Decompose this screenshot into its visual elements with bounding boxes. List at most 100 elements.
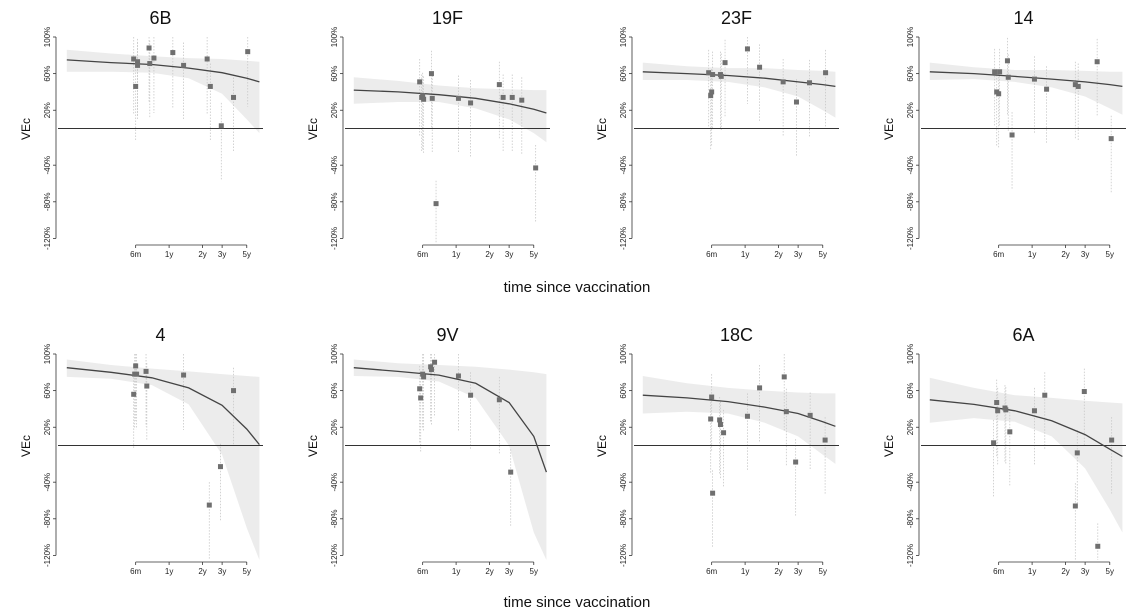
y-tick-label: -80% <box>43 509 52 528</box>
fitted-curve <box>353 367 548 473</box>
y-tick-label: -80% <box>330 192 339 211</box>
data-point <box>432 359 438 365</box>
y-tick-label: 20% <box>906 102 915 118</box>
data-point <box>217 464 223 470</box>
data-point <box>1108 136 1114 142</box>
y-tick-label: 20% <box>43 419 52 435</box>
x-tick-label: 6m <box>993 567 1004 576</box>
data-point <box>1072 82 1078 88</box>
data-point <box>151 55 157 61</box>
x-tick-label: 3y <box>1081 567 1089 576</box>
data-point <box>992 69 998 75</box>
y-tick-label: 100% <box>330 27 339 47</box>
fitted-curve <box>66 367 260 446</box>
data-point <box>722 60 728 66</box>
x-tick-label: 5y <box>819 250 827 259</box>
y-tick-label: -40% <box>330 156 339 175</box>
confidence-band <box>353 77 547 143</box>
fitted-curve <box>929 71 1123 88</box>
data-point <box>708 93 714 99</box>
y-axis-label: VEc <box>306 118 320 140</box>
confidence-band <box>929 377 1123 533</box>
data-point <box>519 97 525 103</box>
panel-title: 6B <box>149 8 171 28</box>
data-point <box>133 363 139 369</box>
data-point <box>421 96 427 102</box>
data-point <box>997 69 1003 75</box>
y-tick-label: 20% <box>906 419 915 435</box>
panel-title: 19F <box>432 8 463 28</box>
y-tick-label: -40% <box>619 156 628 175</box>
chart-panel-6: 100% 60% 20% -40% -80% -120% 6m 1y 2y 3y 5y VEc 9V <box>306 325 550 576</box>
x-tick-label: 2y <box>198 567 206 576</box>
data-point <box>417 79 423 85</box>
chart-panel-2: 100% 60% 20% -40% -80% -120% 6m 1y 2y 3y 5y VEc 19F <box>306 8 550 259</box>
y-tick-label: 100% <box>330 344 339 364</box>
x-tick-label: 1y <box>1028 250 1036 259</box>
x-tick-label: 3y <box>794 567 802 576</box>
data-point <box>718 73 724 79</box>
y-tick-label: 60% <box>43 66 52 82</box>
x-tick-label: 1y <box>165 567 173 576</box>
data-point <box>1081 389 1087 395</box>
y-tick-label: 60% <box>906 66 915 82</box>
x-tick-label: 1y <box>741 250 749 259</box>
y-tick-label: 20% <box>330 419 339 435</box>
y-axis-label: VEc <box>306 435 320 457</box>
data-point <box>995 408 1001 414</box>
data-point <box>181 62 187 68</box>
x-tick-label: 3y <box>218 250 226 259</box>
y-tick-label: -120% <box>906 227 915 250</box>
confidence-band <box>66 359 260 560</box>
data-point <box>1005 74 1011 80</box>
data-point <box>1095 543 1101 549</box>
confidence-band <box>642 62 836 118</box>
x-tick-label: 6m <box>706 250 717 259</box>
data-point <box>429 95 435 101</box>
y-tick-label: 20% <box>619 102 628 118</box>
data-point <box>1031 76 1037 82</box>
y-tick-label: -40% <box>906 156 915 175</box>
data-point <box>418 395 424 401</box>
data-point <box>780 79 786 85</box>
x-axis-title-bottom: time since vaccination <box>504 594 651 611</box>
y-tick-label: 100% <box>43 27 52 47</box>
data-point <box>134 371 140 377</box>
y-axis-label: VEc <box>19 118 33 140</box>
data-point <box>231 94 237 100</box>
x-tick-label: 6m <box>706 567 717 576</box>
data-point <box>131 391 137 397</box>
data-point <box>147 61 153 67</box>
data-point <box>206 502 212 508</box>
confidence-band <box>353 359 547 560</box>
y-tick-label: -80% <box>619 509 628 528</box>
data-point <box>207 83 213 89</box>
data-point <box>1094 59 1100 65</box>
x-tick-label: 1y <box>165 250 173 259</box>
y-tick-label: 60% <box>906 383 915 399</box>
x-tick-label: 5y <box>819 567 827 576</box>
y-tick-label: 60% <box>330 383 339 399</box>
x-tick-label: 2y <box>198 250 206 259</box>
confidence-band <box>642 376 836 464</box>
y-tick-label: -120% <box>330 227 339 250</box>
data-point <box>1074 450 1080 456</box>
x-tick-label: 6m <box>417 250 428 259</box>
data-point <box>433 201 439 207</box>
data-point <box>231 388 237 394</box>
y-tick-label: -40% <box>43 473 52 492</box>
y-tick-label: 60% <box>619 383 628 399</box>
data-point <box>420 371 426 377</box>
y-tick-label: 100% <box>906 344 915 364</box>
x-tick-label: 6m <box>417 567 428 576</box>
fitted-curve <box>642 71 836 88</box>
y-axis-label: VEc <box>595 435 609 457</box>
y-axis-label: VEc <box>19 435 33 457</box>
x-tick-label: 3y <box>218 567 226 576</box>
fitted-curve <box>66 59 260 83</box>
data-point <box>793 99 799 105</box>
data-point <box>710 490 716 496</box>
data-point <box>428 364 434 370</box>
x-tick-label: 5y <box>1106 250 1114 259</box>
data-point <box>417 386 423 392</box>
